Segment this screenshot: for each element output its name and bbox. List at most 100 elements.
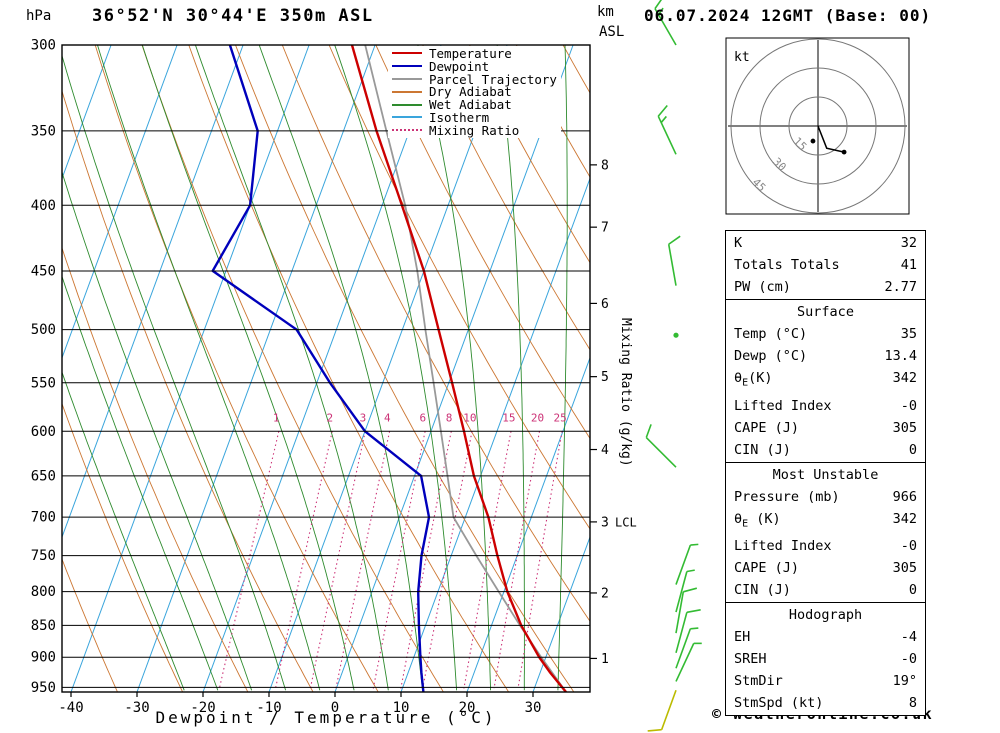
wind-barb: [675, 543, 699, 585]
plot-border: [61, 44, 591, 693]
lcl-label: LCL: [615, 515, 637, 529]
table-row: Dewp (°C) 13.4: [726, 345, 925, 367]
table-row-label: Pressure (mb): [734, 488, 840, 505]
pressure-tick-label: 450: [31, 263, 56, 279]
wind-barbs: [645, 0, 702, 732]
table-row-value: 305: [892, 560, 917, 577]
table-row-label: Lifted Index: [734, 538, 832, 555]
temp-tick-label: -40: [58, 700, 83, 716]
km-tick-label: 4: [601, 443, 609, 458]
table-section-header: Hodograph: [788, 607, 863, 624]
table-row-value: 2.77: [884, 279, 917, 295]
table-row-label: PW (cm): [734, 279, 791, 295]
table-row-value: 32: [900, 235, 917, 251]
table-row: Lifted Index -0: [726, 535, 925, 557]
table-row: θE(K) 342: [726, 367, 925, 395]
table-row-value: 0: [908, 582, 917, 599]
mixing-ratio-axis-label: Mixing Ratio (g/kg): [618, 318, 633, 467]
pressure-tick-label: 400: [31, 198, 56, 214]
dewpoint-curve: [211, 45, 431, 692]
pressure-tick-label: 750: [31, 548, 56, 564]
pressure-tick-label: 650: [31, 468, 56, 484]
table-row: Lifted Index -0: [726, 395, 925, 417]
indices-table: K 32 Totals Totals 41 PW (cm) 2.77 Surface Temp…: [725, 230, 926, 717]
pressure-tick-labels: 300 350 400 450 500 550 600 650 700 750 800 850 900 9…: [31, 38, 56, 696]
table-row: Temp (°C) 35: [726, 323, 925, 345]
temp-tick-label: -30: [124, 700, 149, 716]
table-row-value: 19°: [892, 673, 917, 690]
table-row-value: -4: [900, 629, 917, 646]
parcel-trajectory-curve: [364, 45, 567, 692]
table-row-value: -0: [900, 397, 917, 414]
wind-barb: [657, 104, 677, 155]
wind-barb: [675, 627, 699, 669]
km-tick-label: 7: [601, 221, 609, 236]
wind-barb: [675, 642, 702, 682]
table-row-value: 966: [892, 488, 917, 505]
km-tick-label: 5: [601, 370, 609, 385]
table-row: SREH -0: [726, 648, 925, 670]
km-axis-ticks: 1 2 3 LCL 4 5 6 7 8: [590, 158, 637, 667]
table-row: CAPE (J) 305: [726, 557, 925, 579]
temperature-curve: [350, 45, 567, 692]
asl-axis-label: ASL: [599, 24, 625, 40]
pressure-axis-unit: hPa: [26, 8, 52, 24]
km-tick-label: 2: [601, 586, 609, 601]
pressure-tick-label: 800: [31, 584, 56, 600]
legend-label: Mixing Ratio: [429, 122, 520, 138]
table-section-header: Most Unstable: [772, 466, 879, 483]
table-row: EH -4: [726, 626, 925, 648]
table-section: K 32 Totals Totals 41 PW (cm) 2.77: [725, 230, 926, 300]
wind-barb: [675, 587, 698, 634]
temp-tick-label: -20: [190, 700, 215, 716]
table-row-label: EH: [734, 629, 751, 646]
table-row-value: 342: [892, 370, 917, 386]
table-row-value: 41: [900, 257, 917, 273]
temp-tick-label: 10: [393, 700, 410, 716]
pressure-tick-label: 300: [31, 38, 56, 54]
table-row-label: θE(K): [734, 370, 773, 389]
pressure-tick-label: 500: [31, 322, 56, 338]
table-section: Surface Temp (°C) 35 Dewp (°C) 13.4 θE(K) 342 L…: [725, 299, 926, 463]
legend-swatch: [392, 103, 422, 106]
wind-barb: [675, 569, 695, 613]
table-row-label: Lifted Index: [734, 397, 832, 414]
pressure-tick-label: 900: [31, 650, 56, 666]
mixing-ratio-value-label: 10: [463, 411, 476, 424]
table-row-label: Temp (°C): [734, 326, 808, 342]
table-row: θE (K) 342: [726, 508, 925, 536]
mixing-ratio-value-label: 15: [502, 411, 515, 424]
hodograph-unit-label: kt: [734, 50, 750, 65]
legend-item-dewpoint: Dewpoint: [392, 58, 557, 74]
legend-swatch: [392, 65, 422, 68]
page-title: 36°52'N 30°44'E 350m ASL: [92, 6, 374, 26]
mixing-ratio-value-label: 6: [420, 411, 427, 424]
table-row-value: -0: [900, 651, 917, 668]
table-row: Totals Totals 41: [726, 254, 925, 276]
legend-swatch: [392, 90, 422, 93]
table-row-label: K: [734, 235, 743, 251]
legend-label: Dewpoint: [429, 58, 490, 74]
run-datetime: 06.07.2024 12GMT (Base: 00): [644, 6, 932, 25]
legend-label: Temperature: [429, 45, 512, 61]
storm-motion-dot: [810, 138, 816, 144]
table-row-value: 13.4: [884, 348, 917, 364]
legend-label: Isotherm: [429, 109, 490, 125]
table-section-header: Surface: [797, 304, 854, 320]
legend-swatch: [392, 116, 422, 119]
temp-tick-label: 30: [525, 700, 542, 716]
table-row-label: Dewp (°C): [734, 348, 808, 364]
legend-label: Wet Adiabat: [429, 97, 512, 113]
legend-swatch: [392, 52, 422, 55]
legend-item-wet-adiabat: Wet Adiabat: [392, 97, 557, 113]
table-row: StmDir 19°: [726, 670, 925, 692]
mixing-ratio-lines: [218, 431, 563, 689]
temp-tick-label: -10: [256, 700, 281, 716]
mixing-ratio-value-label: 8: [446, 411, 453, 424]
table-row-label: SREH: [734, 651, 767, 668]
hodograph-trace: [810, 125, 847, 155]
km-tick-label: 8: [601, 158, 609, 173]
temperature-tick-labels: -40 -30 -20 -10 0 10 20 30: [58, 692, 541, 716]
pressure-tick-label: 700: [31, 510, 56, 526]
